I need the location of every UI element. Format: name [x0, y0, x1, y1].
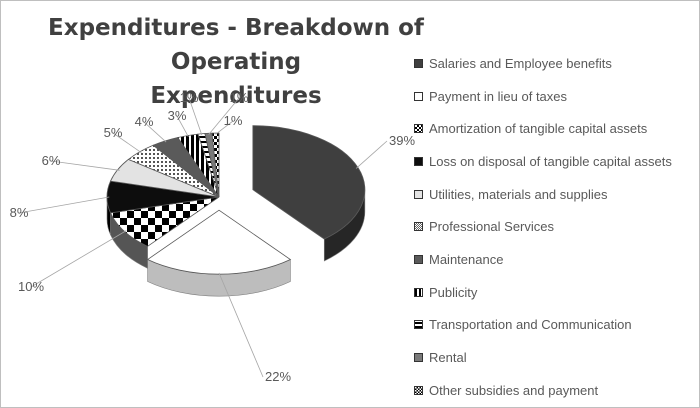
leader-line-payment-in-lieu-of-taxes [218, 272, 264, 378]
chart-title-line-2: Expenditures [150, 83, 322, 109]
legend-swatch [414, 385, 423, 395]
leader-line-loss-on-disposal-of-tangible-capital-assets [18, 196, 110, 214]
legend-item: Publicity [414, 276, 699, 309]
legend-item: Professional Services [414, 210, 699, 243]
legend-label: Utilities, materials and supplies [429, 186, 608, 202]
leader-line-salaries-and-employee-benefits [355, 140, 388, 169]
leader-line-professional-services [112, 132, 142, 153]
data-label-publicity: 3% [168, 108, 187, 123]
legend-swatch [414, 353, 423, 363]
legend-label: Amortization of tangible capital assets [429, 121, 648, 137]
legend-swatch [414, 156, 423, 166]
data-label-other-subsidies-and-payment: 1% [224, 113, 243, 128]
legend-label: Loss on disposal of tangible capital ass… [429, 153, 672, 169]
chart-title: Expenditures - Breakdown of Operating Ex… [1, 11, 471, 113]
data-label-maintenance: 4% [135, 114, 154, 129]
data-label-loss-on-disposal-of-tangible-capital-assets: 8% [10, 205, 29, 220]
slice-payment-in-lieu-of-taxes [146, 209, 292, 275]
legend-swatch [414, 222, 423, 232]
data-label-amortization-of-tangible-capital-assets: 10% [18, 279, 44, 294]
legend-item: Rental [414, 341, 699, 374]
leader-lines [18, 97, 388, 378]
legend-item: Amortization of tangible capital assets [414, 112, 699, 145]
legend-item: Other subsidies and payment [414, 374, 699, 407]
legend-label: Publicity [429, 284, 478, 300]
leader-line-rental [208, 97, 240, 135]
legend-swatch [414, 58, 423, 68]
legend-swatch [414, 320, 423, 330]
slice-salaries-and-employee-benefits [252, 125, 366, 240]
data-label-payment-in-lieu-of-taxes: 22% [265, 369, 291, 384]
data-label-salaries-and-employee-benefits: 39% [389, 133, 415, 148]
data-label-rental: 1% [230, 90, 249, 105]
legend-item: Maintenance [414, 243, 699, 276]
legend-item: Loss on disposal of tangible capital ass… [414, 145, 699, 178]
legend-swatch [414, 91, 423, 101]
legend-item: Payment in lieu of taxes [414, 80, 699, 113]
leader-line-publicity [176, 115, 189, 137]
leader-line-other-subsidies-and-payment [215, 120, 234, 135]
legend-item: Utilities, materials and supplies [414, 178, 699, 211]
legend-label: Payment in lieu of taxes [429, 88, 568, 104]
legend-swatch [414, 254, 423, 264]
legend-label: Other subsidies and payment [429, 382, 599, 398]
data-label-transportation-and-communication: 1% [180, 90, 199, 105]
data-labels: 39% 22% 10% 8% 6% 5% 4% 3% 1% 1% 1% [10, 90, 416, 384]
legend-swatch [414, 287, 423, 297]
legend-label: Salaries and Employee benefits [429, 55, 612, 71]
legend-label: Maintenance [429, 251, 504, 267]
data-label-utilities-materials-and-supplies: 6% [42, 153, 61, 168]
chart-title-line-1: Expenditures - Breakdown of Operating [48, 15, 424, 75]
leader-line-maintenance [143, 121, 167, 143]
legend-item: Salaries and Employee benefits [414, 47, 699, 80]
leader-line-transportation-and-communication [188, 97, 203, 136]
legend-label: Rental [429, 350, 467, 366]
legend-swatch [414, 124, 423, 134]
legend-swatch [414, 189, 423, 199]
legend-label: Transportation and Communication [429, 317, 632, 333]
legend-item: Transportation and Communication [414, 309, 699, 342]
leader-line-utilities-materials-and-supplies [50, 160, 120, 171]
data-label-professional-services: 5% [104, 125, 123, 140]
legend-label: Professional Services [429, 219, 554, 235]
leader-line-amortization-of-tangible-capital-assets [30, 230, 127, 288]
slice-other-subsidies-and-payment [211, 132, 220, 198]
legend: Salaries and Employee benefits Payment in… [414, 47, 699, 407]
